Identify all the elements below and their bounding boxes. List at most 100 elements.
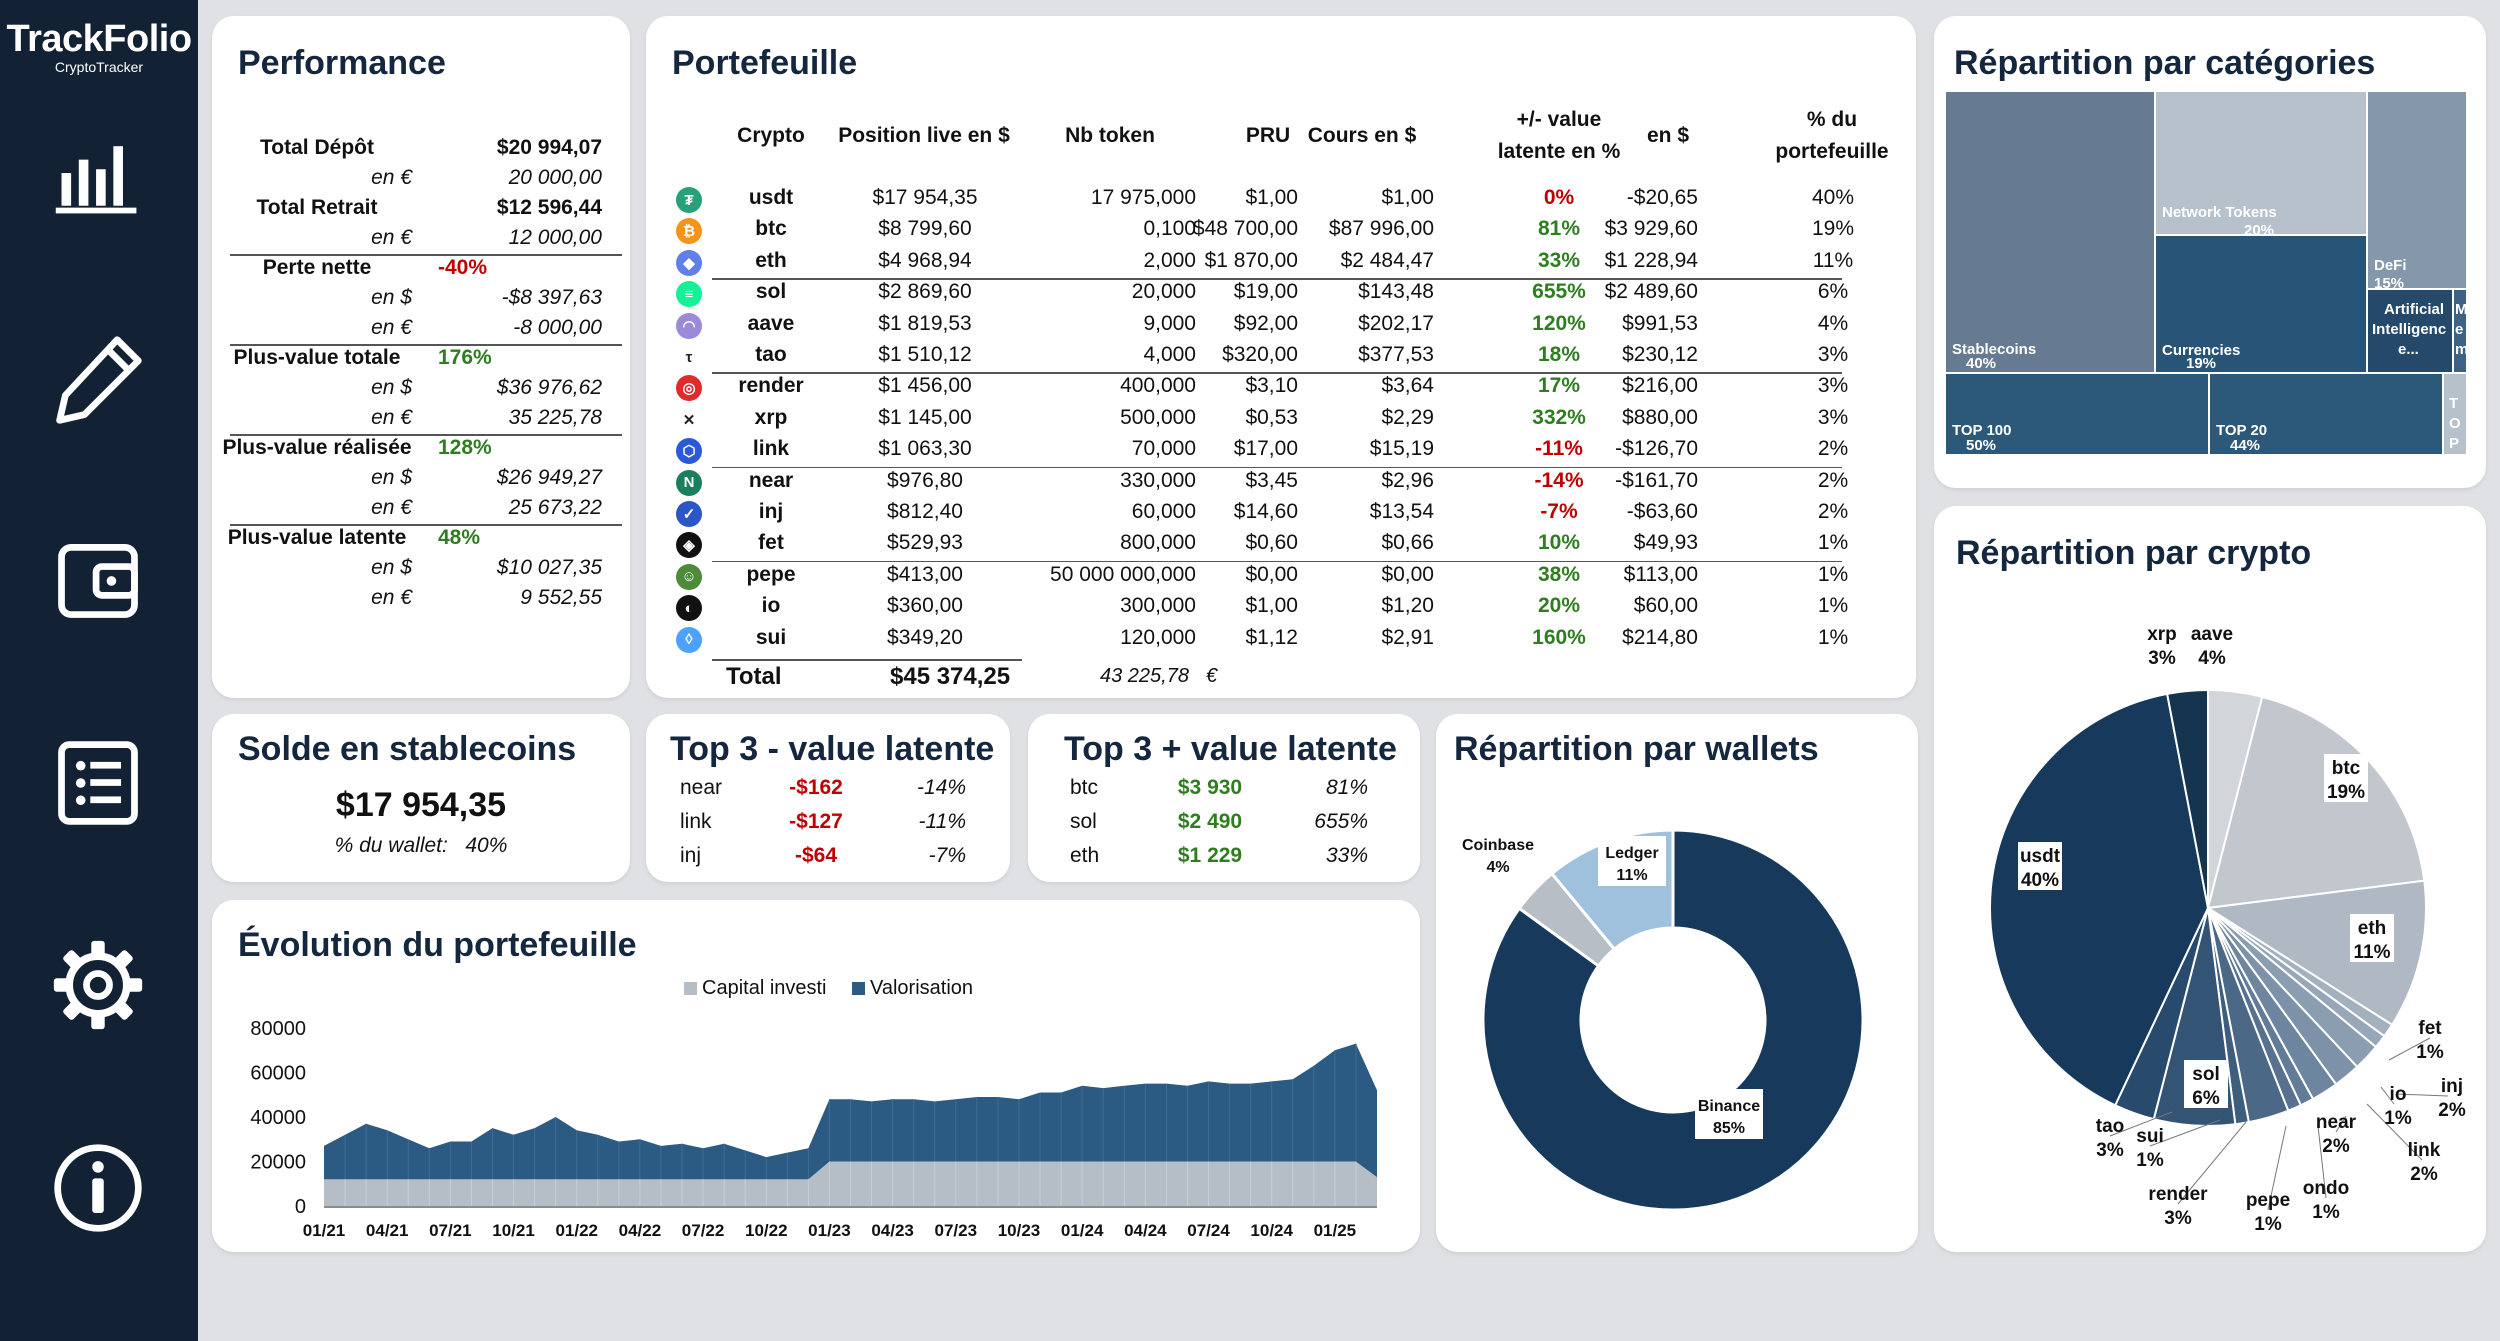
stablecoins-amount: $17 954,35 <box>335 786 507 824</box>
stablecoins-card: Solde en stablecoins $17 954,35 % du wal… <box>212 714 630 882</box>
table-cell-pct: 0% <box>1543 186 1575 209</box>
pie-label-fet: fet 1% <box>2416 1018 2444 1063</box>
tm-label-currencies: Currencies <box>2162 342 2240 359</box>
tm-label-ai-2: Intelligenc <box>2372 321 2446 338</box>
table-cell-pct: 10% <box>1537 531 1581 555</box>
table-cell-usd: $60,00 <box>1633 594 1698 618</box>
nav-wallet[interactable] <box>48 530 148 630</box>
top-value: $2 490 <box>1177 810 1243 833</box>
pie-label-btc: btc 19% <box>2324 754 2368 803</box>
table-cell-crypto: sol <box>755 280 787 304</box>
render-icon: ◎ <box>676 375 702 402</box>
pie-slice-name: inj <box>2441 1076 2463 1097</box>
x-tick-label: 10/22 <box>745 1221 788 1240</box>
perf-label: Total Retrait <box>256 196 378 219</box>
portfolio-title: Portefeuille <box>672 44 858 82</box>
pie-label-xrp: xrp 3% <box>2147 624 2177 669</box>
treemap-cell-top-small <box>2444 374 2466 454</box>
donut-slice-pct: 85% <box>1713 1120 1745 1137</box>
table-cell-share: 3% <box>1817 343 1849 366</box>
table-cell-nb: 2,000 <box>1143 248 1196 272</box>
nav-edit[interactable] <box>48 330 148 430</box>
table-cell-usd: $1 228,94 <box>1604 248 1698 272</box>
pie-slice-xrp <box>2165 688 2209 909</box>
total-eur-unit: € <box>1206 665 1218 687</box>
y-tick-label: 0 <box>295 1196 306 1218</box>
table-cell-pct: 120% <box>1532 311 1586 335</box>
perf-value: -40% <box>438 256 488 279</box>
pie-slice-pct: 40% <box>2021 870 2059 891</box>
table-cell-nb: 20,000 <box>1131 280 1196 304</box>
pie-leader-line <box>2177 1121 2247 1205</box>
top-minus-card: Top 3 - value latente near -$162 -14% link -… <box>646 714 1010 882</box>
legend-swatch-valorisation <box>852 982 865 995</box>
treemap-cell-network <box>2156 92 2366 234</box>
pie-slice-pct: 4% <box>2198 648 2226 669</box>
tm-label-defi: DeFi <box>2374 257 2407 274</box>
top-name: eth <box>1070 844 1100 867</box>
table-cell-pru: $14,60 <box>1233 500 1298 523</box>
table-cell-crypto: pepe <box>746 562 796 586</box>
nav-settings[interactable] <box>48 935 148 1035</box>
y-tick-label: 60000 <box>250 1063 306 1085</box>
stablecoins-share-label: % du wallet: <box>334 834 448 857</box>
table-cell-crypto: btc <box>755 217 787 241</box>
treemap-cell-top20 <box>2210 374 2442 454</box>
table-separator <box>712 466 1842 469</box>
donut-label-coinbase: Coinbase 4% <box>1462 837 1534 876</box>
table-header: Nb token <box>1065 124 1155 147</box>
table-separator <box>712 278 1842 280</box>
table-separator <box>712 560 1842 563</box>
y-tick-label: 40000 <box>250 1107 306 1129</box>
aave-icon: ◠ <box>676 312 702 339</box>
app-logo: TrackFolio CryptoTracker <box>0 18 198 88</box>
perf-separator <box>230 524 622 526</box>
evolution-legend: Capital investi Valorisation <box>684 977 973 999</box>
table-cell-crypto: render <box>738 374 804 398</box>
pie-slice-name: xrp <box>2147 624 2177 645</box>
top-name: link <box>680 810 712 833</box>
table-cell-usd: $880,00 <box>1622 405 1698 429</box>
table-cell-nb: 0,100 <box>1143 217 1196 241</box>
perf-label: en $ <box>371 286 412 309</box>
table-cell-pru: $1,00 <box>1245 594 1298 618</box>
nav-transactions[interactable] <box>48 733 148 833</box>
performance-title: Performance <box>238 44 446 82</box>
table-cell-pru: $1,12 <box>1245 625 1298 649</box>
pie-leader-line <box>2335 1115 2347 1133</box>
nav-dashboard[interactable] <box>48 125 148 225</box>
wallet-icon <box>58 544 138 618</box>
table-cell-position: $4 968,94 <box>878 248 972 272</box>
info-icon <box>54 1144 142 1232</box>
table-cell-pct: 38% <box>1537 562 1581 586</box>
table-cell-crypto: link <box>752 437 790 461</box>
perf-label: en € <box>371 496 412 519</box>
perf-value: -8 000,00 <box>513 316 602 339</box>
nav-info[interactable] <box>48 1138 148 1238</box>
btc-icon: ₿ <box>676 218 702 245</box>
tm-label-top20: TOP 20 <box>2216 422 2267 439</box>
perf-label: en $ <box>371 466 412 489</box>
portfolio-card: Portefeuille Crypto Position live en $ Nb … <box>646 16 1916 698</box>
pie-slice-pct: 3% <box>2164 1208 2192 1229</box>
perf-value: 48% <box>438 526 481 549</box>
pie-slice-name: fet <box>2418 1018 2442 1039</box>
table-cell-pct: 20% <box>1537 594 1581 618</box>
pie-leader-line <box>2149 1119 2221 1147</box>
pie-leader-line <box>2109 1111 2173 1137</box>
table-cell-usd: $216,00 <box>1622 374 1698 398</box>
pie-label-tao: tao 3% <box>2096 1116 2125 1161</box>
table-cell-nb: 70,000 <box>1131 437 1196 461</box>
perf-label: Perte nette <box>262 256 372 279</box>
pie-slice-pct: 11% <box>2354 942 2391 963</box>
link-icon: ⬡ <box>676 438 702 465</box>
donut-slice-binance <box>1481 828 1865 1212</box>
top-pct: -11% <box>918 810 966 833</box>
pie-slice-name: near <box>2316 1112 2357 1133</box>
top-value: -$64 <box>794 844 838 867</box>
table-cell-pct: 81% <box>1537 217 1581 241</box>
table-cell-crypto: tao <box>755 343 787 366</box>
legend-label-valorisation: Valorisation <box>870 977 973 999</box>
x-tick-label: 04/23 <box>871 1221 914 1240</box>
categories-card: Répartition par catégories Stablecoins N… <box>1934 16 2486 488</box>
